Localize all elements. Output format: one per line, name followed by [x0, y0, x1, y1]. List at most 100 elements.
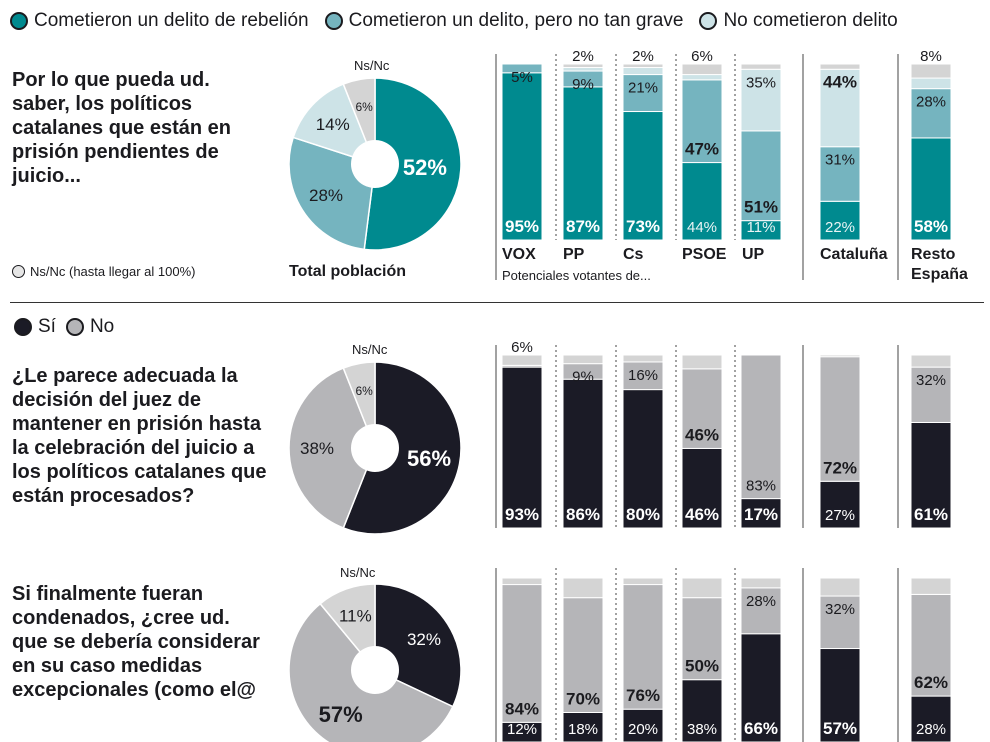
bars2-5-seg-1 — [819, 356, 861, 482]
group-label-cs: Cs — [623, 246, 644, 263]
bars2-6-seg-0 — [910, 421, 952, 529]
bars1-6-seg-2 — [910, 77, 952, 90]
bars3-4-seg-0 — [740, 633, 782, 742]
bars1-0-label-0: 95% — [505, 217, 539, 236]
bars2-1-label-0: 86% — [566, 505, 600, 524]
legend-label-rebelion: Cometieron un delito de rebelión — [34, 10, 309, 31]
bars1-2-label-0: 73% — [626, 217, 660, 236]
pie1-slice-0 — [363, 77, 462, 251]
bars2-5-seg-2 — [819, 354, 861, 358]
bars1-3-seg-0 — [681, 162, 723, 241]
nsnc-label-pie2: Ns/Nc — [352, 342, 388, 357]
legend-swatch-no — [65, 318, 84, 336]
legend-swatch-rebelion — [10, 12, 28, 30]
bars1-6-label-1: 28% — [916, 94, 946, 111]
legend-item-no: No — [65, 316, 115, 338]
pie3-slice-2 — [319, 583, 376, 673]
bars1-1-seg-3 — [562, 63, 604, 69]
bars3-5-label-1: 32% — [825, 601, 855, 618]
bars2-3-label-0: 46% — [685, 505, 719, 524]
question-1: Por lo que pueda ud. saber, los político… — [12, 69, 231, 187]
bars1-3-seg-3 — [681, 63, 723, 76]
legend-swatch-no-tan-grave — [324, 12, 343, 30]
legend-mid: Sí No — [14, 316, 130, 338]
bars2-1-seg-0 — [562, 378, 604, 529]
bars3-2-seg-2 — [622, 577, 664, 586]
bars3-6-label-1: 62% — [914, 673, 948, 692]
bars3-2-label-1: 76% — [626, 686, 660, 705]
bars3-6-seg-2 — [910, 577, 952, 595]
group-label-psoe: PSOE — [682, 246, 727, 263]
bars1-6-label-3: 8% — [920, 48, 942, 65]
bars1-6-label-0: 58% — [914, 217, 948, 236]
bars2-2-label-1: 16% — [628, 367, 658, 384]
bars1-2-label-3: 2% — [632, 48, 654, 65]
bars2-6-label-0: 61% — [914, 505, 948, 524]
bars1-6-seg-0 — [910, 137, 952, 241]
legend-top: Cometieron un delito de rebelión Cometie… — [10, 10, 914, 32]
bars1-3-label-0: 44% — [687, 219, 717, 236]
bars3-6-seg-1 — [910, 593, 952, 697]
bars1-2-seg-3 — [622, 63, 664, 69]
bars1-1-seg-0 — [562, 86, 604, 241]
bars1-6-seg-1 — [910, 88, 952, 139]
total-poblacion-label: Total población — [289, 263, 407, 280]
bars3-1-label-1: 70% — [566, 689, 600, 708]
pie1-label-2: 14% — [316, 115, 350, 134]
bars3-5-label-0: 57% — [823, 719, 857, 738]
bars1-3-seg-1 — [681, 79, 723, 164]
bars3-6-label-0: 28% — [916, 721, 946, 738]
legend-item-no-delito: No cometieron delito — [699, 10, 898, 32]
pie2-label-0: 56% — [407, 446, 451, 471]
bars3-5-seg-1 — [819, 595, 861, 650]
bars1-2-seg-2 — [622, 67, 664, 76]
bars1-1-label-1: 9% — [572, 76, 594, 93]
legend-item-si: Sí — [14, 316, 56, 338]
bars1-1-label-3: 2% — [572, 48, 594, 65]
bars1-0-seg-1 — [501, 63, 543, 74]
bars3-3-seg-2 — [681, 577, 723, 599]
legend-item-no-tan-grave: Cometieron un delito, pero no tan grave — [324, 10, 684, 32]
legend-label-si: Sí — [38, 316, 56, 337]
bars1-3-label-3: 6% — [691, 48, 713, 65]
pie1-slice-2 — [292, 83, 377, 166]
bars2-6-seg-1 — [910, 366, 952, 423]
bars2-4-seg-1 — [740, 354, 782, 500]
bars2-4-seg-0 — [740, 498, 782, 529]
group-label-espana: España — [911, 266, 968, 283]
bars1-4-seg-1 — [740, 130, 782, 222]
bars1-3-label-1: 47% — [685, 140, 719, 159]
group-label-resto: Resto — [911, 246, 956, 263]
bars1-5-label-2: 44% — [823, 72, 857, 91]
legend-label-no-delito: No cometieron delito — [723, 10, 898, 31]
nsnc-label-pie3: Ns/Nc — [340, 565, 376, 580]
bars2-1-label-1: 9% — [572, 369, 594, 386]
nsnc-note: Ns/Nc (hasta llegar al 100%) — [12, 264, 195, 279]
bars2-0-label-0: 93% — [505, 505, 539, 524]
legend-label-no: No — [89, 316, 115, 337]
bars3-0-label-1: 84% — [505, 699, 539, 718]
nsnc-note-label: Ns/Nc (hasta llegar al 100%) — [30, 264, 196, 279]
bars3-1-seg-0 — [562, 711, 604, 742]
bars1-5-seg-1 — [819, 146, 861, 202]
legend-swatch-no-delito — [699, 12, 718, 30]
nsnc-label-pie1: Ns/Nc — [354, 58, 390, 73]
bars1-3-seg-2 — [681, 74, 723, 81]
bars3-4-label-1: 28% — [746, 593, 776, 610]
bars3-3-label-1: 50% — [685, 657, 719, 676]
bars3-4-seg-2 — [740, 577, 782, 589]
legend-item-rebelion: Cometieron un delito de rebelión — [10, 10, 309, 32]
legend-label-no-tan-grave: Cometieron un delito, pero no tan grave — [348, 10, 684, 31]
nsnc-swatch — [12, 265, 25, 278]
group-label-cataluna: Cataluña — [820, 246, 888, 263]
pie3-hole — [351, 646, 399, 694]
bars2-3-label-1: 46% — [685, 425, 719, 444]
bars2-1-seg-2 — [562, 354, 604, 365]
bars2-6-seg-2 — [910, 354, 952, 368]
potenciales-label: Potenciales votantes de... — [502, 268, 651, 283]
legend-swatch-si — [14, 318, 32, 336]
group-label-up: UP — [742, 246, 765, 263]
bars2-0-seg-2 — [501, 354, 543, 366]
bars3-2-seg-0 — [622, 708, 664, 742]
bars2-2-seg-0 — [622, 389, 664, 529]
